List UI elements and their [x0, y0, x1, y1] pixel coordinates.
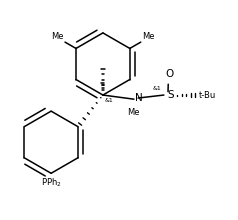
- Text: t-Bu: t-Bu: [199, 91, 216, 99]
- Text: &1: &1: [152, 86, 161, 91]
- Text: S: S: [167, 90, 174, 100]
- Text: &1: &1: [105, 99, 114, 103]
- Text: Me: Me: [142, 32, 155, 41]
- Text: Me: Me: [51, 32, 63, 41]
- Text: N: N: [135, 93, 143, 103]
- Text: PPh$_2$: PPh$_2$: [41, 176, 61, 189]
- Text: O: O: [165, 69, 173, 79]
- Text: Me: Me: [127, 108, 139, 117]
